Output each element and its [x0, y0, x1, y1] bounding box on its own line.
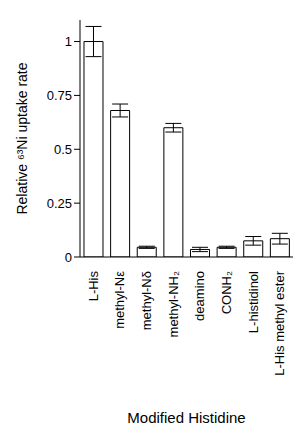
svg-text:methyl-Nε: methyl-Nε [112, 271, 127, 329]
svg-text:L-His methyl ester: L-His methyl ester [272, 270, 287, 375]
svg-text:0.5: 0.5 [54, 142, 72, 157]
svg-text:Relative ⁶³Ni uptake rate: Relative ⁶³Ni uptake rate [14, 62, 30, 214]
svg-text:deamino: deamino [192, 271, 207, 321]
svg-text:0.25: 0.25 [47, 196, 72, 211]
svg-text:methyl-Nδ: methyl-Nδ [139, 271, 154, 330]
svg-text:Modified Histidine: Modified Histidine [127, 409, 245, 426]
svg-text:L-histidinol: L-histidinol [246, 271, 261, 333]
svg-text:CONH₂: CONH₂ [219, 271, 234, 314]
svg-text:L-His: L-His [86, 271, 101, 302]
svg-text:1: 1 [65, 34, 72, 49]
svg-text:0: 0 [65, 250, 72, 265]
svg-text:methyl-NH₂: methyl-NH₂ [166, 271, 181, 337]
svg-text:0.75: 0.75 [47, 88, 72, 103]
